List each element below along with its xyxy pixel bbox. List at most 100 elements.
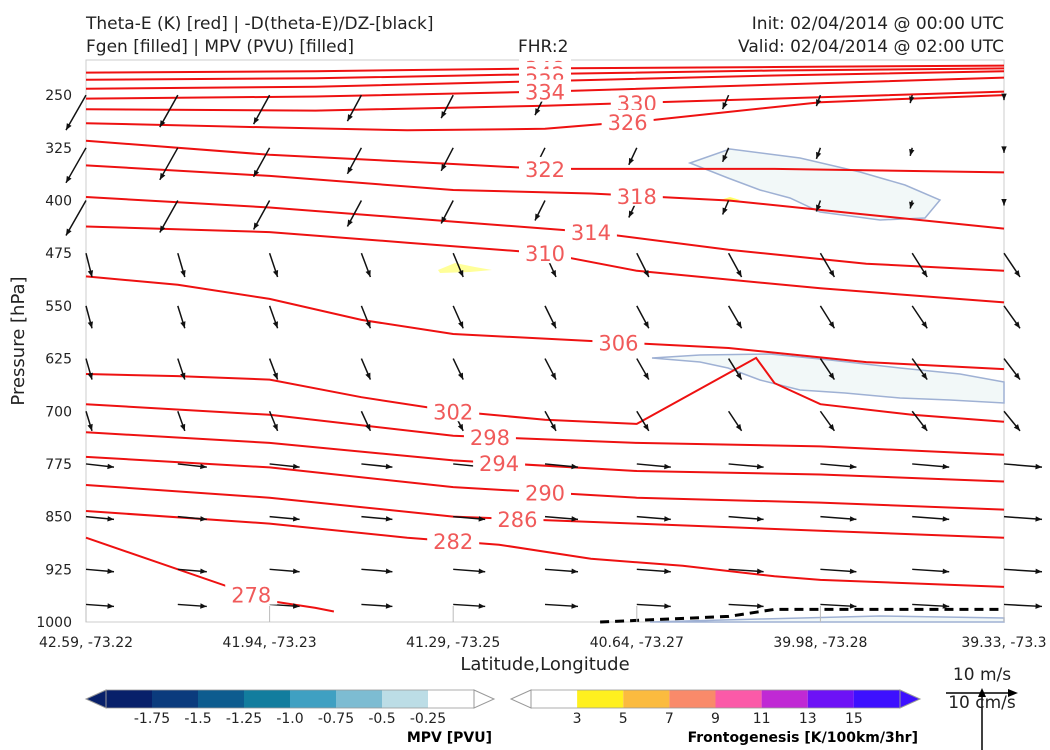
contour-label-306: 306 [598, 331, 638, 355]
fgen-colorbar-swatch-7 [853, 690, 900, 708]
wind-vector [65, 200, 87, 236]
mpv-colorbar-tick-4: -0.75 [318, 711, 354, 727]
mpv-region-bottom [649, 615, 1005, 623]
theta-e-contour-326 [85, 94, 1005, 132]
forecast-hour: FHR:2 [518, 37, 569, 57]
wind-vector-head [816, 99, 822, 107]
wind-vector-head [628, 210, 635, 218]
wind-vector-head [180, 321, 186, 329]
contour-label-bg-294 [473, 451, 526, 474]
theta-e-contour-286 [85, 484, 1005, 539]
y-tick-label-775: 775 [45, 457, 72, 473]
wind-vector-head [643, 423, 649, 431]
y-tick-label-475: 475 [45, 246, 72, 262]
wind-vector-head [441, 163, 447, 171]
wind-vector-head [909, 201, 915, 209]
wind-vector-head [385, 568, 393, 574]
wind-vector-head [757, 603, 764, 609]
contour-label-318: 318 [617, 185, 657, 209]
wind-vector-head [1013, 372, 1020, 380]
wind-vector-head [107, 463, 114, 470]
mpv-colorbar-swatch-7 [428, 690, 474, 708]
fgen-colorbar-swatch-0 [531, 690, 578, 708]
wind-vector-head [816, 151, 822, 159]
mpv-colorbar-outline [105, 689, 475, 709]
theta-e-contour-318 [85, 164, 1005, 230]
wind-vector-head [535, 213, 541, 221]
wind-key-horizontal-arrowhead [1008, 689, 1018, 697]
wind-vector-head [756, 516, 764, 522]
wind-vector-head [87, 372, 93, 380]
plot-frame [85, 59, 1005, 623]
wind-vector-head [478, 568, 486, 574]
wind-vector-head [571, 603, 578, 609]
contour-label-bg-302 [427, 399, 480, 422]
fgen-colorbar-swatch-6 [807, 690, 854, 708]
contour-label-bg-326 [601, 109, 654, 132]
mpv-colorbar: -1.75 -1.5 -1.25 -1.0 -0.75 -0.5 -0.25 [84, 689, 496, 727]
wind-vector-head [441, 216, 447, 224]
fgen-colorbar-tick-6: 15 [845, 711, 863, 727]
wind-vector-head [253, 169, 260, 177]
x-axis-label: Latitude,Longitude [460, 654, 629, 675]
fgen-colorbar-swatch-4 [715, 690, 762, 708]
fgen-colorbar-swatch-1 [577, 690, 624, 708]
fgen-colorbar-label: Frontogenesis [K/100km/3hr] [688, 730, 918, 746]
wind-vector-head [736, 270, 742, 277]
wind-vector-head [347, 166, 353, 174]
theta-e-contour-298 [85, 403, 1005, 456]
wind-vector-head [253, 117, 260, 125]
mpv-colorbar-arrow-left [84, 689, 107, 709]
title-left-line2: Fgen [filled] | MPV (PVU) [filled] [86, 37, 355, 57]
contour-label-bg-282 [427, 529, 480, 552]
wind-vector-head [272, 270, 279, 277]
wind-vector-head [1035, 463, 1042, 470]
wind-vector-head [385, 603, 393, 609]
contour-label-bg-310 [519, 241, 571, 264]
y-tick-label-1000: 1000 [36, 615, 72, 631]
wind-vector-head [107, 516, 114, 522]
x-tick-label-4: 39.98, -73.28 [773, 635, 867, 651]
wind-vector-head [457, 423, 464, 431]
fgen-colorbar-tick-2: 7 [665, 711, 674, 727]
contour-label-310: 310 [525, 242, 565, 266]
wind-vector [65, 94, 87, 131]
wind-vector-head [272, 372, 278, 380]
wind-vector-head [441, 111, 447, 119]
wind-vector-head [664, 568, 671, 574]
y-axis: 250 325 400 475 550 625 700 775 850 925 1000 [36, 88, 72, 631]
wind-vector-head [909, 148, 915, 156]
wind-vector-head [921, 424, 928, 431]
wind-vector-head [756, 568, 764, 574]
wind-vector [65, 147, 87, 184]
contour-label-bg-306 [592, 330, 645, 353]
wind-vector-head [365, 321, 371, 329]
fgen-colorbar-tick-5: 13 [799, 711, 817, 727]
wind-vector-head [735, 372, 742, 380]
theta-e-contour-278 [85, 536, 335, 613]
contour-label-bg-330 [610, 90, 663, 113]
mpv-colorbar-tick-0: -1.75 [134, 711, 170, 727]
wind-vector-head [942, 516, 950, 522]
wind-vector-head [385, 516, 393, 522]
fgen-colorbar-swatch-5 [761, 690, 808, 708]
wind-vector-head [571, 568, 578, 574]
wind-vector-head [365, 372, 371, 380]
x-axis: 42.59, -73.22 41.94, -73.23 41.29, -73.25 4… [39, 606, 1047, 651]
wind-vector-head [365, 269, 371, 277]
wind-key-label-cms: 10 cm/s [948, 693, 1016, 713]
contour-label-286: 286 [497, 508, 537, 532]
wind-vector-head [643, 321, 649, 329]
wind-vector-head [816, 204, 822, 212]
wind-vector-head [849, 603, 857, 609]
x-tick-label-3: 40.64, -73.27 [590, 635, 684, 651]
wind-vector-head [159, 120, 166, 128]
wind-vector-head [664, 516, 671, 522]
wind-vector-head [253, 222, 260, 230]
wind-vector-head [849, 568, 857, 575]
mpv-colorbar-tick-6: -0.25 [410, 711, 446, 727]
theta-e-contour-282 [85, 510, 1005, 588]
contour-label-298: 298 [470, 426, 510, 450]
wind-vector-head [736, 321, 742, 329]
